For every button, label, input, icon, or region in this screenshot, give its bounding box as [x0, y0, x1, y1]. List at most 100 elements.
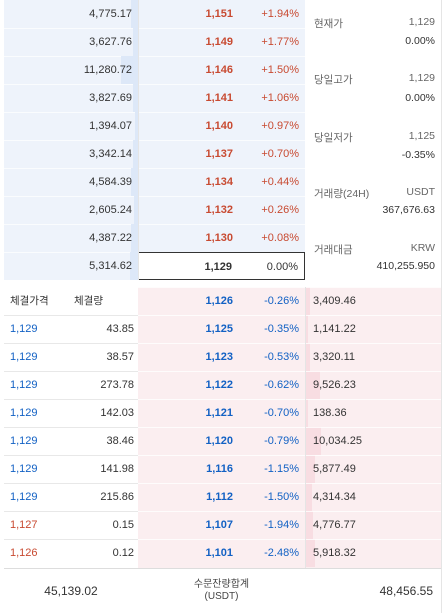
ask-row[interactable]: 2,605.24 1,132 +0.26% [4, 196, 305, 224]
row-divider [138, 455, 441, 456]
bid-row[interactable]: 1,112 -1.50% 4,314.34 [138, 483, 441, 511]
ask-row[interactable]: 1,394.07 1,140 +0.97% [4, 112, 305, 140]
bid-volume-cell: 4,776.77 [305, 511, 441, 539]
ask-row[interactable]: 4,387.22 1,130 +0.08% [4, 224, 305, 252]
bid-price-cell[interactable]: 1,107 -1.94% [138, 511, 305, 539]
trade-qty: 142.03 [100, 407, 134, 419]
bid-price-cell[interactable]: 1,112 -1.50% [138, 483, 305, 511]
ask-price: 1,140 [205, 120, 233, 132]
ask-change: +1.77% [261, 36, 299, 48]
ask-volume: 5,314.62 [89, 260, 132, 272]
bid-price-cell[interactable]: 1,116 -1.15% [138, 455, 305, 483]
row-divider [4, 112, 305, 113]
bid-row[interactable]: 1,123 -0.53% 3,320.11 [138, 343, 441, 371]
ask-row[interactable]: 3,342.14 1,137 +0.70% [4, 140, 305, 168]
bid-volume-bar [305, 483, 312, 511]
ask-volume: 11,280.72 [83, 64, 132, 76]
ask-price-cell[interactable]: 1,132 +0.26% [138, 196, 305, 224]
bid-change: -0.35% [264, 323, 299, 335]
bid-volume-cell: 138.36 [305, 399, 441, 427]
trade-price: 1,126 [10, 547, 38, 559]
right-border [441, 0, 442, 613]
bid-change: -0.70% [264, 407, 299, 419]
ask-volume-cell: 1,394.07 [4, 112, 138, 140]
orderbook-footer: 45,139.02 수문잔량합계 (USDT) 48,456.55 [4, 568, 441, 613]
ask-price: 1,129 [204, 261, 232, 273]
ask-change: +0.97% [261, 120, 299, 132]
ask-row[interactable]: 5,314.62 1,129 0.00% [4, 252, 305, 280]
ask-row[interactable]: 3,827.69 1,141 +1.06% [4, 84, 305, 112]
bid-volume: 4,776.77 [313, 519, 356, 531]
bid-price-cell[interactable]: 1,122 -0.62% [138, 371, 305, 399]
ask-change: +1.06% [261, 92, 299, 104]
bid-row[interactable]: 1,125 -0.35% 1,141.22 [138, 315, 441, 343]
bid-price-cell[interactable]: 1,120 -0.79% [138, 427, 305, 455]
bid-price-cell[interactable]: 1,123 -0.53% [138, 343, 305, 371]
ask-row[interactable]: 4,775.17 1,151 +1.94% [4, 0, 305, 28]
bid-volume-cell: 5,877.49 [305, 455, 441, 483]
ask-volume-cell: 4,775.17 [4, 0, 138, 28]
ask-row[interactable]: 4,584.39 1,134 +0.44% [4, 168, 305, 196]
bid-row[interactable]: 1,122 -0.62% 9,526.23 [138, 371, 441, 399]
trade-history-header: 체결가격 체결량 [4, 287, 138, 315]
bid-change: -1.15% [264, 463, 299, 475]
bid-price: 1,125 [205, 323, 233, 335]
row-divider [138, 511, 441, 512]
row-divider [138, 343, 441, 344]
bid-row[interactable]: 1,126 -0.26% 3,409.46 [138, 287, 441, 315]
bid-volume-bar [305, 399, 308, 427]
bid-price: 1,123 [205, 351, 233, 363]
ask-volume-bar [131, 168, 138, 196]
trade-qty: 273.78 [100, 379, 134, 391]
ask-volume-bar [131, 0, 138, 28]
ask-price-cell[interactable]: 1,140 +0.97% [138, 112, 305, 140]
bid-row[interactable]: 1,101 -2.48% 5,918.32 [138, 539, 441, 567]
amount-value: 410,255.950 [376, 260, 435, 272]
info-current: 현재가 1,129 0.00% [305, 10, 441, 50]
ask-price-cell[interactable]: 1,134 +0.44% [138, 168, 305, 196]
ask-change: +0.44% [261, 176, 299, 188]
bid-row[interactable]: 1,116 -1.15% 5,877.49 [138, 455, 441, 483]
current-price-label: 현재가 [314, 18, 343, 30]
ask-volume: 3,627.76 [89, 36, 132, 48]
bid-change: -0.79% [264, 435, 299, 447]
ask-volume: 4,775.17 [89, 8, 132, 20]
bid-price-cell[interactable]: 1,126 -0.26% [138, 287, 305, 315]
bid-row[interactable]: 1,120 -0.79% 10,034.25 [138, 427, 441, 455]
bid-volume-bar [305, 455, 315, 483]
ask-volume-cell: 3,827.69 [4, 84, 138, 112]
ask-price-cell[interactable]: 1,149 +1.77% [138, 28, 305, 56]
bid-row[interactable]: 1,107 -1.94% 4,776.77 [138, 511, 441, 539]
ask-price-cell[interactable]: 1,151 +1.94% [138, 0, 305, 28]
ask-volume-cell: 5,314.62 [4, 252, 138, 280]
bid-price-cell[interactable]: 1,121 -0.70% [138, 399, 305, 427]
ask-row[interactable]: 3,627.76 1,149 +1.77% [4, 28, 305, 56]
ask-price-cell[interactable]: 1,137 +0.70% [138, 140, 305, 168]
ask-volume: 4,387.22 [89, 232, 132, 244]
bid-change: -0.26% [264, 295, 299, 307]
ask-price-cell[interactable]: 1,130 +0.08% [138, 224, 305, 252]
bid-volume-bar [305, 511, 314, 539]
ask-volume: 2,605.24 [89, 204, 132, 216]
ask-change: 0.00% [266, 261, 298, 273]
amount-label: 거래대금 [314, 244, 353, 256]
low-price-value: 1,125 [408, 130, 435, 142]
row-divider [4, 168, 305, 169]
bid-volume-cell: 5,918.32 [305, 539, 441, 567]
column-divider [305, 287, 306, 568]
ask-volume: 3,342.14 [89, 148, 132, 160]
bid-price-cell[interactable]: 1,101 -2.48% [138, 539, 305, 567]
ask-section: 4,775.17 1,151 +1.94% 3,627.76 1,149 +1.77% 11… [4, 0, 305, 280]
bid-volume: 10,034.25 [313, 435, 362, 447]
ask-price-cell[interactable]: 1,141 +1.06% [138, 84, 305, 112]
ask-change: +0.26% [261, 204, 299, 216]
high-price-value: 1,129 [408, 72, 435, 84]
ask-change: +1.94% [261, 8, 299, 20]
ask-price-cell[interactable]: 1,129 0.00% [138, 252, 305, 280]
ask-row[interactable]: 11,280.72 1,146 +1.50% [4, 56, 305, 84]
trade-price-header: 체결가격 [10, 295, 49, 307]
bid-row[interactable]: 1,121 -0.70% 138.36 [138, 399, 441, 427]
ask-price-cell[interactable]: 1,146 +1.50% [138, 56, 305, 84]
row-divider [4, 28, 305, 29]
bid-price-cell[interactable]: 1,125 -0.35% [138, 315, 305, 343]
